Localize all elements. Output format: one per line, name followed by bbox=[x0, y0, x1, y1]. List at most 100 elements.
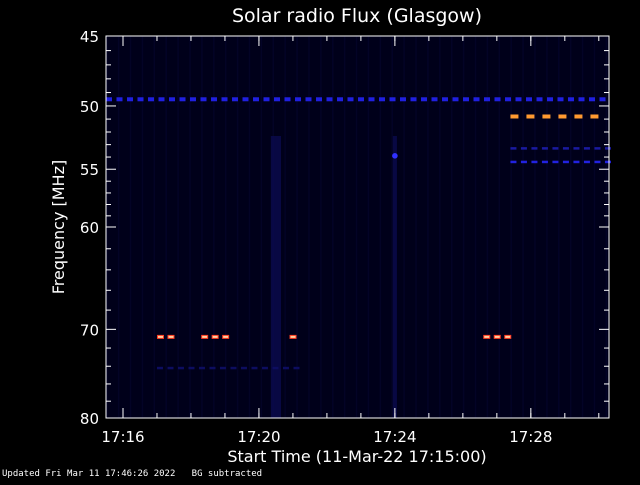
band-segment bbox=[221, 97, 228, 102]
band-segment bbox=[594, 147, 601, 150]
band-segment bbox=[293, 366, 300, 370]
band-segment bbox=[574, 114, 583, 119]
band-segment bbox=[251, 366, 258, 370]
band-segment bbox=[599, 97, 606, 102]
band-segment bbox=[368, 97, 375, 102]
band-segment bbox=[316, 97, 322, 102]
band-segment bbox=[431, 97, 438, 102]
band-segment bbox=[253, 97, 259, 102]
ticks-layer: 17:16 17:20 17:24 17:28 45 50 55 60 70 80 bbox=[80, 28, 609, 446]
band-segment bbox=[284, 97, 291, 102]
noise-column bbox=[427, 36, 429, 418]
noise-column bbox=[462, 36, 465, 418]
band-segment bbox=[562, 147, 569, 150]
band-segment bbox=[240, 366, 247, 370]
band-segment bbox=[520, 147, 527, 150]
band-segment bbox=[578, 97, 585, 102]
band-segment bbox=[198, 366, 205, 370]
noise-column bbox=[498, 36, 501, 418]
noise-column bbox=[201, 36, 203, 418]
y-tick-label: 55 bbox=[80, 161, 99, 179]
band-segment bbox=[541, 147, 548, 150]
burst-core bbox=[157, 335, 163, 338]
band-segment bbox=[410, 97, 417, 102]
band-segment bbox=[282, 366, 289, 370]
band-segment bbox=[169, 97, 175, 102]
band-segment bbox=[305, 97, 312, 102]
band-segment bbox=[232, 97, 238, 102]
band-segment bbox=[484, 97, 490, 102]
band-segment bbox=[573, 147, 580, 150]
noise-column bbox=[343, 36, 346, 418]
noise-column bbox=[129, 36, 132, 418]
burst-core bbox=[168, 335, 174, 338]
noise-column bbox=[403, 36, 405, 418]
band-segment bbox=[505, 97, 511, 102]
burst-core bbox=[202, 335, 208, 338]
band-segment bbox=[510, 160, 517, 164]
noise-column bbox=[379, 36, 382, 418]
burst-core bbox=[223, 335, 229, 338]
band-segment bbox=[167, 366, 174, 370]
band-segment bbox=[272, 366, 279, 370]
band-segment bbox=[594, 160, 601, 164]
noise-column bbox=[593, 36, 596, 418]
burst-core bbox=[484, 335, 490, 338]
interference-streak bbox=[270, 136, 282, 418]
band-segment bbox=[421, 97, 427, 102]
band-segment bbox=[177, 366, 184, 370]
band-segment bbox=[156, 366, 163, 370]
burst-core bbox=[494, 335, 500, 338]
burst-core bbox=[505, 335, 511, 338]
chart-title: Solar radio Flux (Glasgow) bbox=[232, 5, 482, 27]
band-segment bbox=[116, 97, 123, 102]
band-segment bbox=[531, 160, 538, 164]
noise-column bbox=[213, 36, 215, 418]
band-segment bbox=[274, 97, 280, 102]
noise-column bbox=[546, 36, 548, 418]
band-segment bbox=[562, 160, 569, 164]
band-segment bbox=[552, 147, 559, 150]
noise-column bbox=[510, 36, 512, 418]
band-segment bbox=[230, 366, 237, 370]
noise-column bbox=[153, 36, 156, 418]
band-segment bbox=[379, 97, 385, 102]
noise-column bbox=[569, 36, 572, 418]
band-segment bbox=[326, 97, 333, 102]
band-segment bbox=[494, 97, 501, 102]
y-tick-label: 80 bbox=[80, 410, 99, 428]
x-axis-label: Start Time (11-Mar-22 17:15:00) bbox=[227, 447, 486, 466]
band-segment bbox=[526, 114, 535, 119]
noise-column bbox=[308, 36, 310, 418]
band-segment bbox=[552, 160, 559, 164]
noise-column bbox=[367, 36, 370, 418]
band-segment bbox=[295, 97, 301, 102]
noise-column bbox=[486, 36, 489, 418]
band-segment bbox=[127, 97, 133, 102]
x-tick-label: 17:28 bbox=[509, 428, 552, 446]
band-segment bbox=[137, 97, 144, 102]
noise-column bbox=[177, 36, 179, 418]
band-segment bbox=[557, 97, 564, 102]
band-segment bbox=[263, 97, 270, 102]
noise-column bbox=[450, 36, 453, 418]
band-segment bbox=[389, 97, 396, 102]
interference-streak bbox=[392, 136, 397, 418]
band-segment bbox=[542, 114, 551, 119]
noise-column bbox=[117, 36, 120, 418]
noise-column bbox=[284, 36, 286, 418]
band-segment bbox=[211, 97, 217, 102]
noise-column bbox=[534, 36, 536, 418]
burst-core bbox=[212, 335, 218, 338]
band-segment bbox=[179, 97, 186, 102]
band-segment bbox=[589, 97, 595, 102]
y-tick-label: 50 bbox=[80, 98, 99, 116]
x-tick-label: 17:20 bbox=[237, 428, 280, 446]
band-segment bbox=[337, 97, 343, 102]
noise-column bbox=[355, 36, 358, 418]
band-segment bbox=[188, 366, 195, 370]
noise-column bbox=[522, 36, 524, 418]
band-segment bbox=[536, 97, 543, 102]
